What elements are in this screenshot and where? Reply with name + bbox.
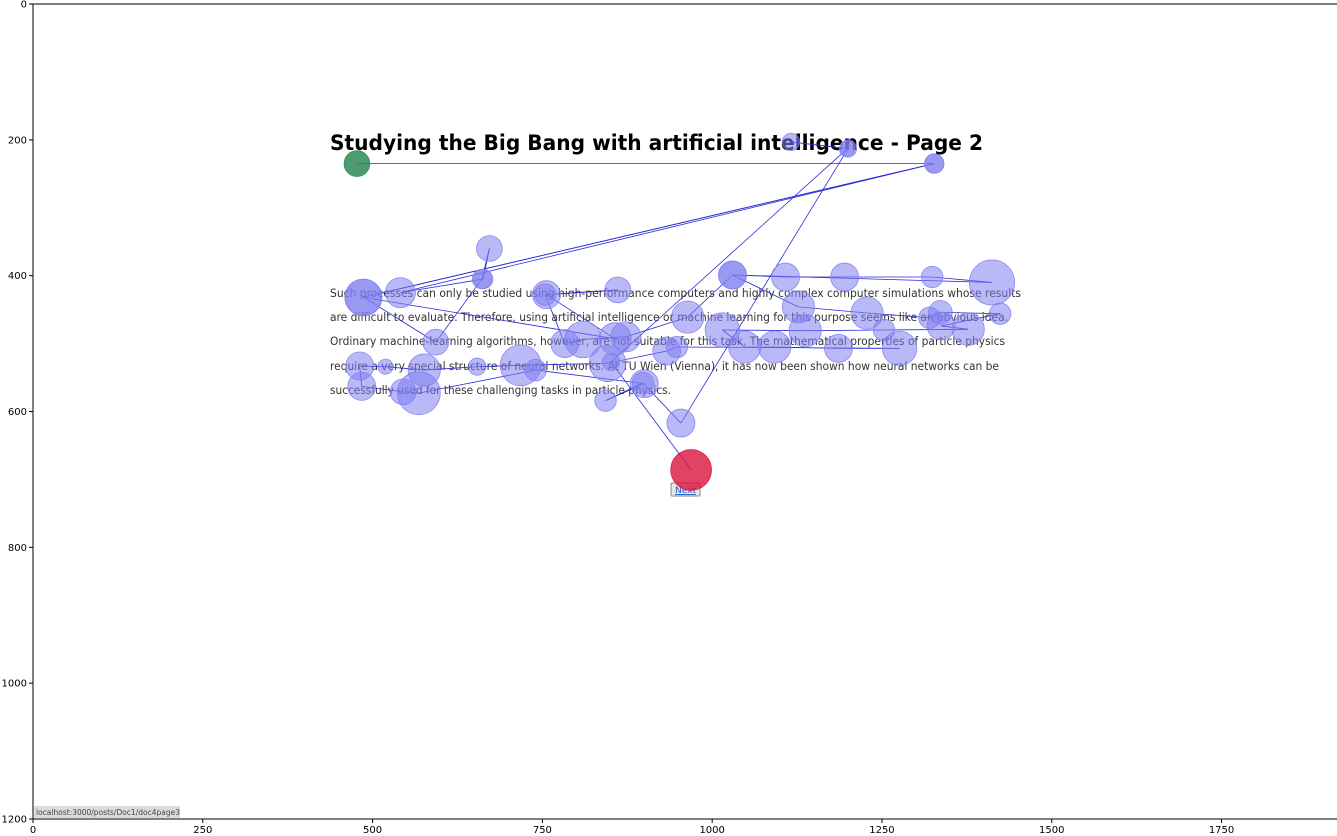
- fixation-point: [839, 140, 856, 157]
- fixation-point: [594, 389, 617, 412]
- fixation-point: [758, 330, 792, 364]
- fixation-point: [564, 320, 602, 359]
- fixation-point: [788, 314, 822, 348]
- start-fixation-point: [343, 150, 371, 177]
- saccade-line: [610, 148, 848, 363]
- fixation-point: [671, 300, 705, 334]
- fixation-point: [924, 153, 945, 174]
- fixation-point: [476, 235, 503, 262]
- paragraph-line: successfully used for these challenging …: [330, 383, 671, 397]
- y-tick-label: 800: [8, 543, 27, 554]
- fixation-point: [830, 262, 859, 292]
- fixation-point: [601, 352, 620, 371]
- fixation-point: [347, 371, 377, 401]
- fixation-point: [850, 296, 884, 330]
- fixation-point: [781, 132, 800, 151]
- end-fixation-point: [670, 449, 712, 491]
- fixation-point: [771, 262, 800, 292]
- page-title: Studying the Big Bang with artificial in…: [330, 131, 983, 155]
- fixation-point: [533, 283, 557, 306]
- next-link[interactable]: Next: [675, 486, 696, 496]
- fixation-point: [824, 333, 853, 363]
- fixation-point: [471, 268, 493, 290]
- x-tick-label: 1750: [1209, 825, 1234, 836]
- saccade-line: [535, 369, 645, 385]
- saccade-line: [680, 148, 849, 424]
- status-url: localhost:3000/posts/Doc1/doc4page3: [36, 808, 180, 817]
- x-tick-label: 250: [193, 825, 212, 836]
- fixation-point: [882, 330, 918, 366]
- x-tick-label: 1000: [699, 825, 724, 836]
- fixation-point: [524, 358, 547, 382]
- x-tick-label: 0: [30, 825, 36, 836]
- y-tick-label: 400: [8, 271, 27, 282]
- y-tick-label: 0: [21, 0, 27, 11]
- fixation-point: [926, 311, 956, 341]
- x-tick-label: 1500: [1039, 825, 1064, 836]
- fixation-point: [610, 321, 642, 353]
- paragraph-line: are difficult to evaluate. Therefore, us…: [330, 310, 1008, 324]
- y-tick-label: 1200: [2, 815, 27, 826]
- fixation-point: [921, 265, 944, 289]
- paragraph-line: Such processes can only be studied using…: [330, 286, 1021, 300]
- y-tick-label: 1000: [2, 679, 27, 690]
- y-tick-label: 600: [8, 407, 27, 418]
- fixation-point: [377, 358, 394, 375]
- fixation-point: [422, 328, 450, 356]
- y-tick-label: 200: [8, 135, 27, 146]
- fixation-point: [604, 276, 632, 304]
- fixation-point: [951, 312, 985, 346]
- fixation-point: [988, 302, 1012, 325]
- fixation-point: [396, 371, 441, 416]
- x-tick-label: 500: [363, 825, 382, 836]
- fixation-point: [969, 259, 1015, 306]
- fixation-point: [631, 371, 655, 395]
- paragraph-line: require a very special structure of neur…: [330, 359, 999, 373]
- fixation-point: [652, 336, 682, 366]
- x-tick-label: 750: [533, 825, 552, 836]
- fixation-point: [728, 330, 762, 364]
- x-axis-ticks: 0 250 500 750 1000 1250 1500 1750: [30, 819, 1234, 836]
- saccade-layer: [356, 141, 1001, 471]
- fixation-point: [468, 357, 487, 376]
- fixation-point: [384, 277, 416, 309]
- x-tick-label: 1250: [869, 825, 894, 836]
- fixation-point: [345, 278, 383, 317]
- fixation-point: [666, 408, 696, 438]
- y-axis-ticks: 0 200 400 600 800 1000 1200: [2, 0, 33, 826]
- saccade-line: [790, 141, 848, 150]
- fixation-point: [718, 260, 747, 290]
- status-bar: localhost:3000/posts/Doc1/doc4page3: [34, 806, 180, 818]
- saccade-line: [610, 361, 692, 471]
- saccade-line: [362, 163, 935, 298]
- fixation-layer: [343, 132, 1015, 491]
